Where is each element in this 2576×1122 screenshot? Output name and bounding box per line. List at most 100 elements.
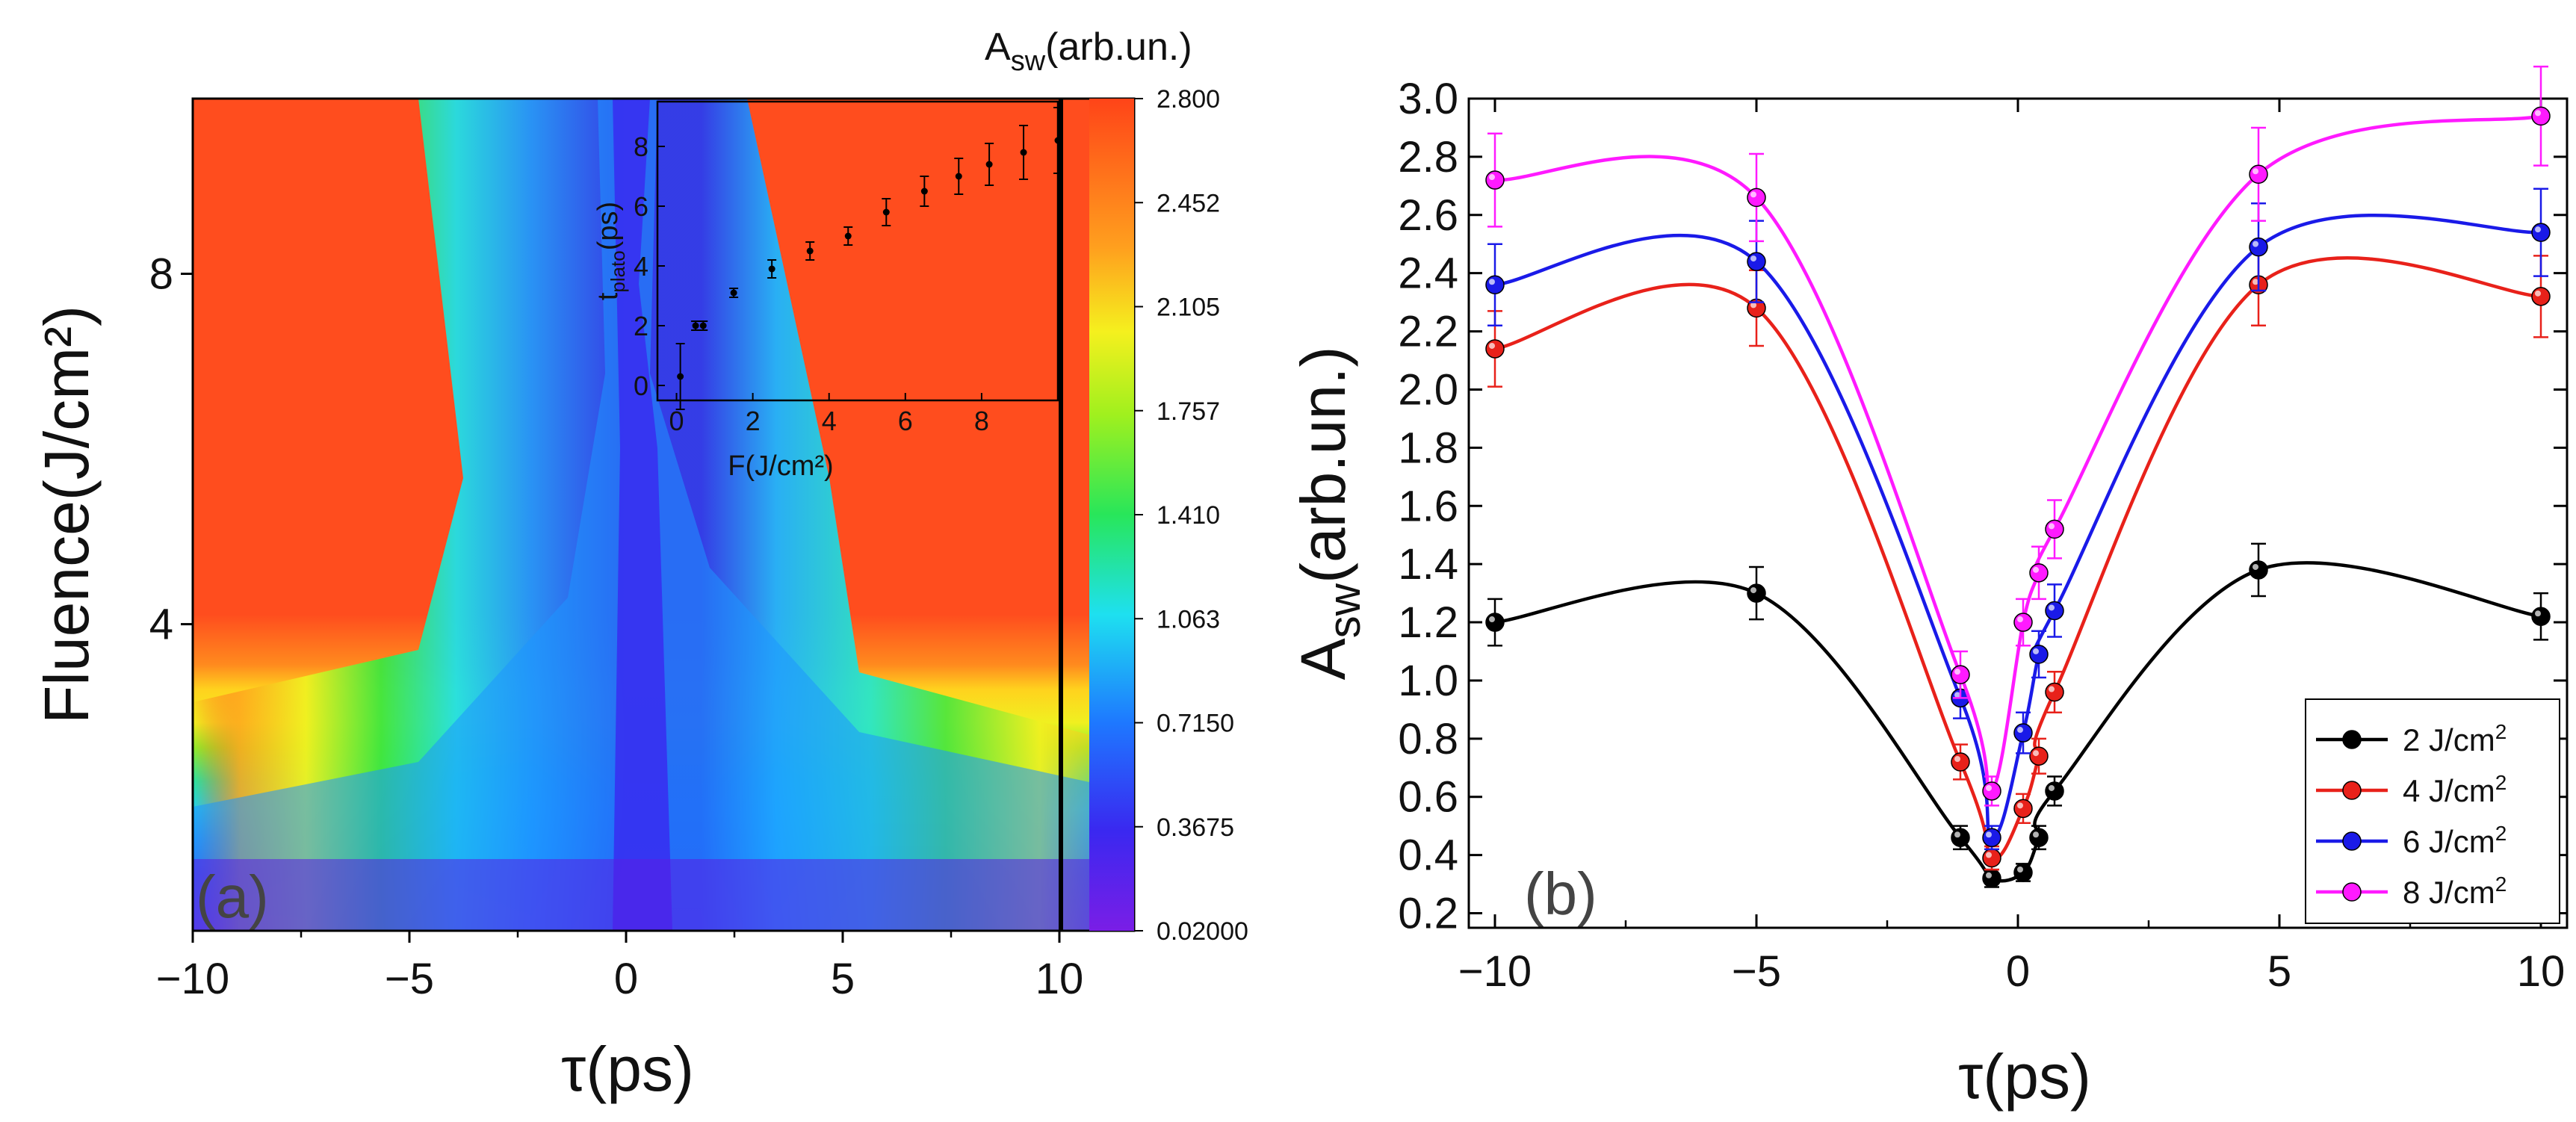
data-point	[2045, 519, 2064, 539]
inset-point	[955, 173, 962, 180]
b-y-tick-label: 1.8	[1398, 424, 1458, 472]
inset-x-tick-label: 0	[669, 406, 684, 436]
data-point-highlight	[2033, 750, 2039, 757]
panel-a-x-ticks: −10 −5 0 5 10	[156, 931, 1083, 1003]
b-y-tick-label: 1.6	[1398, 482, 1458, 530]
data-point-highlight	[1954, 756, 1960, 762]
colorbar-tick-label: 2.800	[1157, 85, 1220, 114]
data-point-highlight	[2049, 604, 2055, 611]
data-point-highlight	[1489, 174, 1495, 181]
b-y-tick-label: 2.6	[1398, 191, 1458, 240]
heatmap	[193, 99, 1134, 931]
a-x-tick-label: 0	[614, 955, 638, 1003]
colorbar-tick-label: 2.452	[1157, 189, 1220, 217]
colorbar-tick-label: 0.02000	[1157, 917, 1248, 946]
panel-a-y-label: Fluence(J/cm²)	[31, 306, 102, 724]
data-point-highlight	[1750, 255, 1756, 262]
heatmap-bottom-band	[193, 859, 1134, 931]
data-point	[2045, 682, 2064, 702]
inset-marks	[675, 107, 1062, 410]
data-point-highlight	[2033, 648, 2039, 654]
data-point	[1485, 170, 1505, 190]
colorbar-tick-label: 0.3675	[1157, 813, 1234, 842]
data-point-highlight	[2049, 686, 2055, 692]
inset-plot: 0 2 4 6 8 0 2 4 6 8 F(J/cm²) tplato(ps)	[592, 100, 1062, 482]
b-x-tick-label: 0	[2006, 947, 2030, 996]
data-point-highlight	[1986, 852, 1992, 858]
colorbar-title: Asw(arb.un.)	[985, 25, 1192, 77]
heatmap-core-deep	[613, 99, 672, 931]
data-point	[2013, 863, 2033, 882]
data-point	[1982, 848, 2001, 868]
inset-frame	[656, 100, 1059, 402]
b-y-tick-label: 3.0	[1398, 75, 1458, 123]
inset-point	[1020, 149, 1027, 156]
legend-label: 2 J/cm2	[2403, 720, 2507, 757]
b-y-tick-label: 0.8	[1398, 715, 1458, 763]
a-y-tick-label: 4	[149, 601, 173, 649]
data-point-highlight	[2017, 616, 2023, 623]
data-point-highlight	[2535, 610, 2541, 617]
data-point-highlight	[2535, 110, 2541, 117]
data-point-highlight	[1954, 692, 1960, 698]
colorbar-tick-label: 0.7150	[1157, 710, 1234, 738]
colorbar-tick-label: 1.757	[1157, 397, 1220, 426]
inset-point	[985, 161, 993, 168]
colorbar-ticks: 2.800 2.452 2.105 1.757 1.410 1.063 0.7150 0.36…	[1134, 85, 1248, 946]
data-point	[1485, 275, 1505, 295]
legend-label-superscript: 2	[2495, 771, 2507, 794]
data-point	[2013, 613, 2033, 632]
legend-label-superscript: 2	[2495, 822, 2507, 845]
data-point	[1951, 752, 1970, 772]
legend-label-text: 2 J/cm	[2403, 722, 2495, 757]
b-x-tick-label: −5	[1732, 947, 1781, 996]
inset-x-tick-label: 6	[898, 406, 913, 436]
data-point-highlight	[1986, 784, 1992, 791]
data-point-highlight	[1986, 872, 1992, 878]
data-point	[2531, 223, 2551, 242]
panel-b-y-label: Asw(arb.un.)	[1288, 347, 1369, 681]
data-point	[2249, 560, 2268, 580]
data-point	[2531, 106, 2551, 126]
legend-label: 6 J/cm2	[2403, 822, 2507, 859]
data-point	[2249, 237, 2268, 257]
data-point-highlight	[1750, 191, 1756, 198]
data-point-highlight	[2017, 867, 2023, 873]
series-1	[1485, 542, 2551, 888]
panel-b-tag: (b)	[1524, 861, 1597, 927]
legend-label-text: 6 J/cm	[2403, 824, 2495, 859]
inset-y-tick-label: 6	[634, 191, 648, 222]
a-x-tick-label: −5	[385, 955, 434, 1003]
data-point	[2045, 601, 2064, 621]
inset-point	[1054, 137, 1062, 144]
b-x-tick-label: −10	[1458, 947, 1532, 996]
data-point-highlight	[2253, 563, 2258, 570]
inset-x-ticks: 0 2 4 6 8	[669, 393, 989, 436]
legend-label-superscript: 2	[2495, 720, 2507, 743]
inset-x-label: F(J/cm²)	[728, 450, 833, 482]
panel-a-tag: (a)	[196, 864, 269, 930]
data-point	[2029, 645, 2049, 664]
data-point	[1982, 828, 2001, 848]
data-point-highlight	[2253, 168, 2258, 175]
b-y-tick-label: 2.4	[1398, 249, 1458, 298]
data-point	[2531, 607, 2551, 627]
data-point-highlight	[2535, 290, 2541, 297]
inset-x-tick-label: 2	[746, 406, 761, 436]
panel-a: (a) −10 −5 0 5 10 48 τ(ps) Fluence(J/cm²) 2.…	[31, 25, 1248, 1104]
panel-a-y-ticks: 48	[149, 250, 193, 649]
data-point-highlight	[2049, 784, 2055, 791]
panel-a-x-label: τ(ps)	[561, 1034, 694, 1104]
b-x-tick-label: 5	[2267, 947, 2291, 996]
b-y-tick-label: 0.6	[1398, 773, 1458, 822]
data-point	[2029, 746, 2049, 766]
data-point-highlight	[2017, 727, 2023, 734]
legend-label-text: 8 J/cm	[2403, 875, 2495, 910]
data-point-highlight	[1954, 831, 1960, 838]
legend-swatch-marker	[2342, 882, 2362, 902]
data-point	[1485, 339, 1505, 359]
a-x-tick-label: 5	[831, 955, 855, 1003]
data-point	[2045, 781, 2064, 801]
data-point-highlight	[2017, 802, 2023, 809]
data-point-highlight	[1750, 302, 1756, 309]
